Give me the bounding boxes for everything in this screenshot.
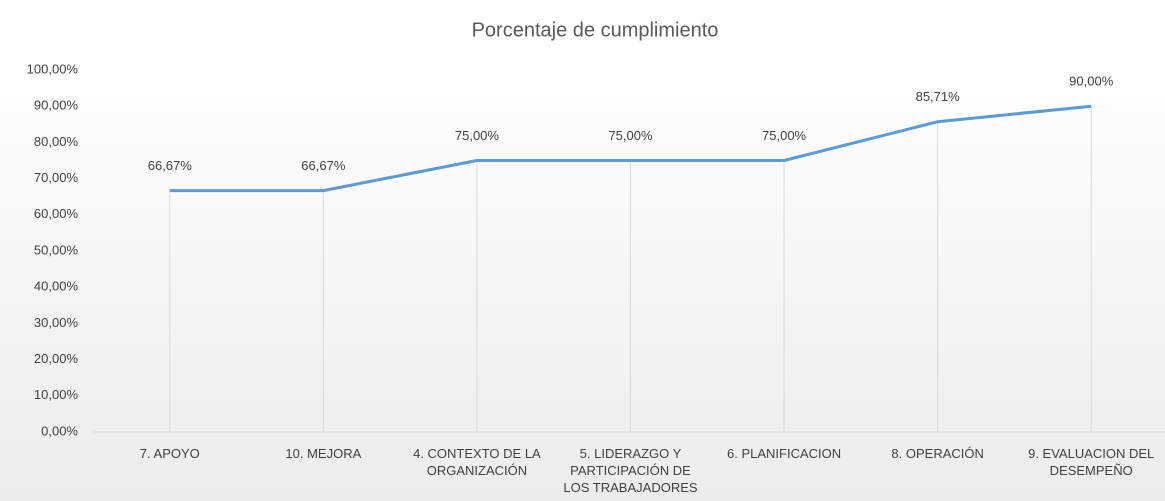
data-label: 75,00% bbox=[762, 128, 807, 143]
x-tick-label: 9. EVALUACION DEL DESEMPEÑO bbox=[1028, 446, 1155, 478]
y-tick-label: 60,00% bbox=[34, 206, 79, 221]
data-label: 90,00% bbox=[1069, 74, 1114, 89]
y-tick-label: 80,00% bbox=[34, 134, 79, 149]
y-tick-label: 50,00% bbox=[34, 242, 79, 257]
y-tick-label: 30,00% bbox=[34, 315, 79, 330]
x-tick-label: 10. MEJORA bbox=[285, 446, 362, 461]
series-line bbox=[169, 104, 1092, 193]
y-tick-label: 70,00% bbox=[34, 170, 79, 185]
x-tick-label: 7. APOYO bbox=[139, 446, 200, 461]
y-tick-label: 100,00% bbox=[27, 61, 79, 76]
x-tick-label: 6. PLANIFICACION bbox=[726, 446, 842, 461]
y-tick-label: 10,00% bbox=[34, 387, 79, 402]
plot-background bbox=[0, 60, 1165, 501]
chart-title: Porcentaje de cumplimiento bbox=[472, 19, 719, 41]
data-label: 66,67% bbox=[301, 158, 346, 173]
y-tick-label: 20,00% bbox=[34, 351, 79, 366]
data-label: 66,67% bbox=[148, 158, 193, 173]
data-label: 75,00% bbox=[455, 128, 500, 143]
y-tick-label: 0,00% bbox=[41, 423, 78, 438]
y-tick-label: 40,00% bbox=[34, 279, 79, 294]
data-label: 85,71% bbox=[916, 89, 961, 104]
x-tick-label: 5. LIDERAZGO Y PARTICIPACIÓN DE LOS TRAB… bbox=[563, 446, 698, 495]
x-tick-label: 8. OPERACIÓN bbox=[891, 446, 984, 461]
x-tick-label: 4. CONTEXTO DE LA ORGANIZACIÓN bbox=[413, 446, 541, 478]
data-label: 75,00% bbox=[608, 128, 653, 143]
y-tick-label: 90,00% bbox=[34, 98, 79, 113]
